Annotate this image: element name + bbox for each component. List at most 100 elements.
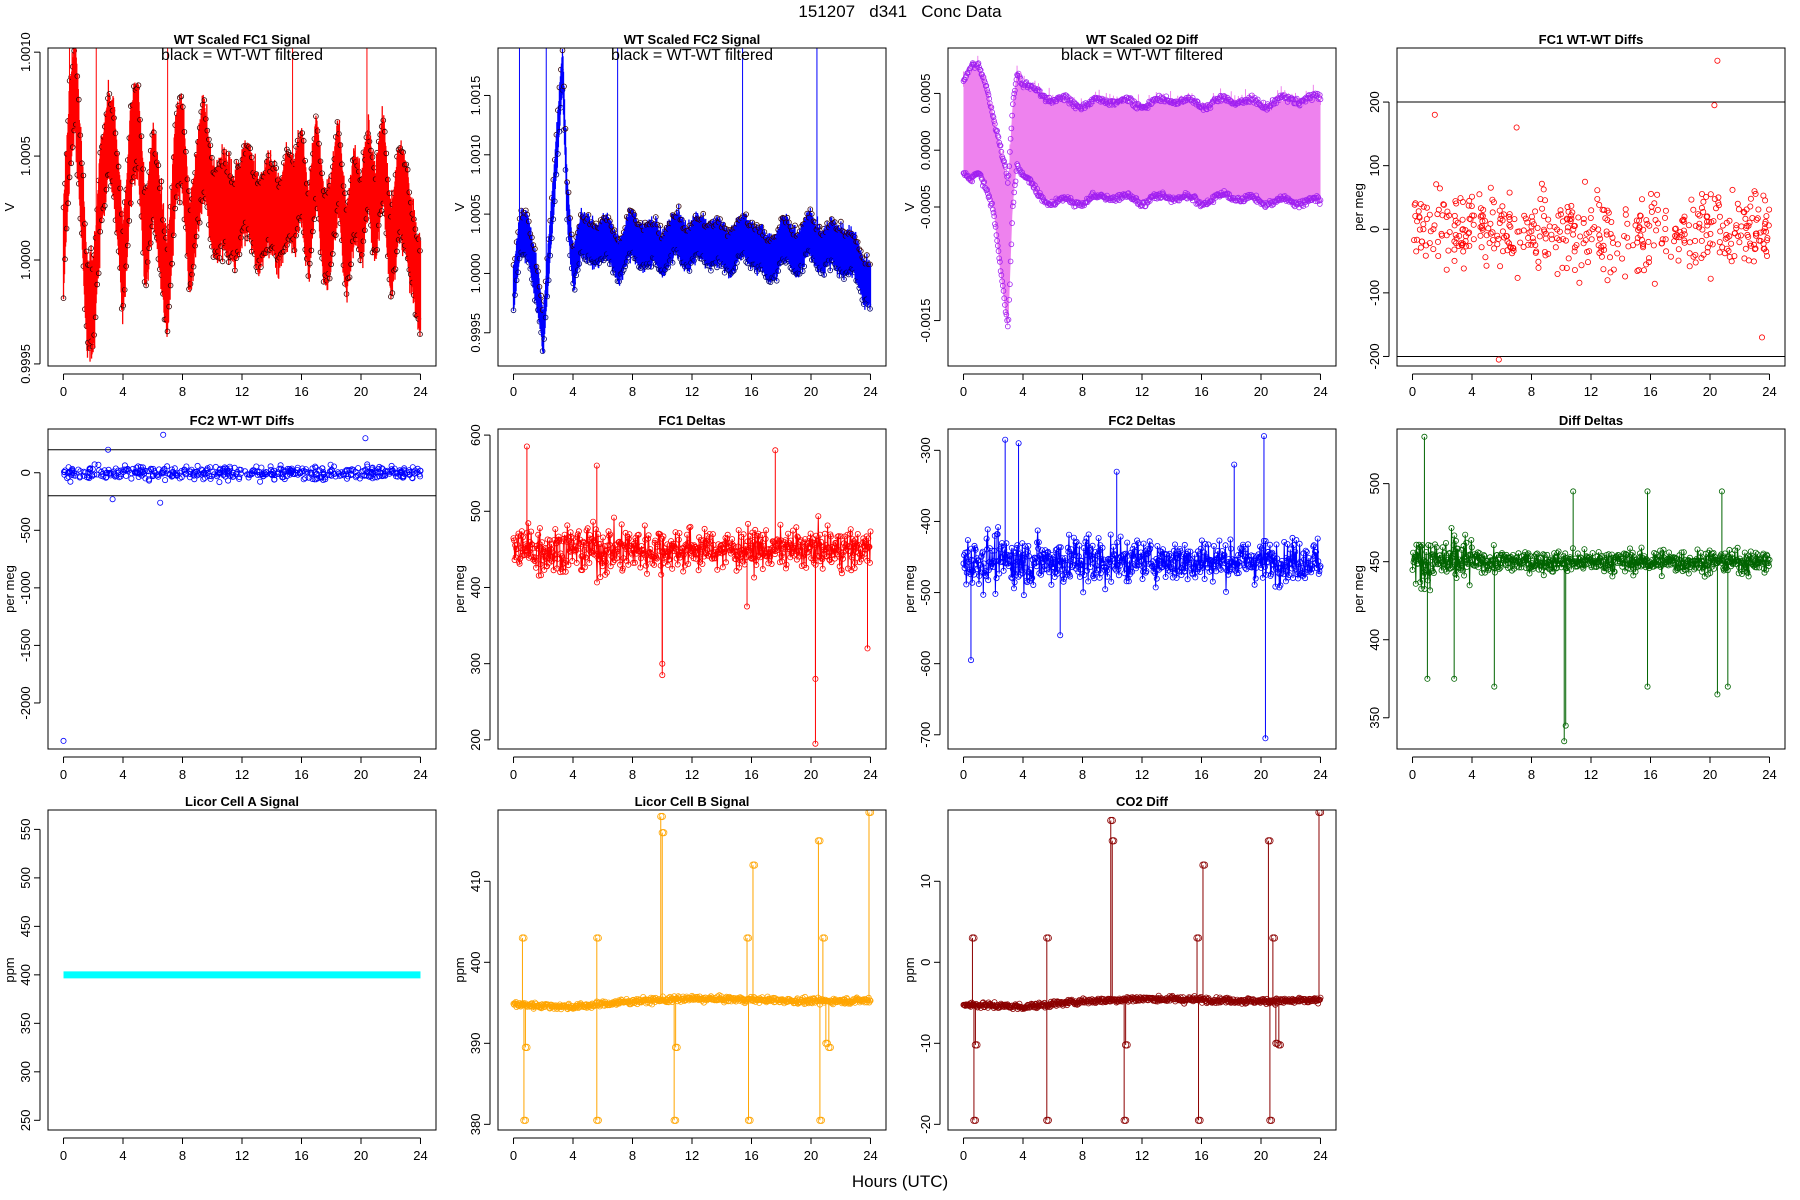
data-point bbox=[1509, 244, 1516, 251]
data-point bbox=[1686, 239, 1693, 246]
filtered-point bbox=[299, 130, 306, 136]
data-point bbox=[409, 469, 416, 476]
x-axis: 0 4 8 12 16 20 24 bbox=[60, 756, 428, 782]
data-point bbox=[518, 532, 525, 539]
data-point bbox=[694, 545, 701, 552]
lower-point bbox=[1037, 190, 1043, 196]
upper-point bbox=[1007, 149, 1013, 155]
data-point bbox=[1652, 216, 1659, 223]
lower-point bbox=[998, 272, 1005, 278]
data-point bbox=[1451, 257, 1458, 264]
data-point bbox=[1728, 240, 1735, 247]
data-point bbox=[1479, 222, 1486, 229]
data-point bbox=[1742, 245, 1749, 252]
data-point bbox=[1738, 223, 1745, 230]
upper-point bbox=[984, 89, 991, 96]
data-point bbox=[1753, 230, 1760, 237]
x-tick-label: 4 bbox=[119, 767, 126, 782]
filtered-point bbox=[66, 174, 73, 181]
data-point bbox=[1671, 238, 1678, 245]
data-point bbox=[720, 546, 727, 553]
upper-point bbox=[997, 142, 1004, 149]
data-point bbox=[1506, 222, 1513, 229]
data-point bbox=[532, 554, 539, 561]
data-point bbox=[1446, 229, 1453, 236]
data-point bbox=[523, 543, 530, 550]
filtered-point bbox=[732, 264, 739, 271]
data-point bbox=[1418, 238, 1425, 245]
data-point bbox=[65, 464, 72, 471]
data-point bbox=[518, 528, 525, 535]
data-point bbox=[376, 463, 383, 470]
data-point bbox=[1460, 265, 1467, 272]
upper-point bbox=[1252, 95, 1258, 101]
data-point bbox=[1698, 237, 1705, 244]
filtered-point bbox=[700, 210, 706, 217]
filtered-point bbox=[358, 252, 365, 258]
lower-point bbox=[983, 187, 990, 194]
data-point bbox=[1614, 250, 1621, 257]
data-point bbox=[1643, 217, 1650, 224]
data-point bbox=[539, 539, 546, 546]
filtered-point bbox=[125, 242, 131, 249]
data-point bbox=[198, 471, 205, 478]
data-point bbox=[1716, 213, 1723, 220]
upper-point bbox=[974, 61, 981, 67]
y-tick-label: -0.0015 bbox=[918, 299, 933, 343]
data-point bbox=[1681, 237, 1688, 244]
lower-point bbox=[994, 243, 1001, 249]
chart-fc2-wtwt: 0 4 8 12 16 20 24 -2000 -1500 -1000 -500 0 per meg FC… bbox=[2, 413, 437, 782]
y-tick-label: -500 bbox=[18, 517, 33, 543]
data-point bbox=[1646, 222, 1653, 229]
data-point bbox=[521, 551, 528, 558]
data-point bbox=[613, 549, 620, 556]
data-point bbox=[630, 559, 637, 566]
data-point bbox=[1465, 202, 1472, 209]
data-point bbox=[1715, 194, 1722, 201]
data-point bbox=[1600, 266, 1607, 273]
data-point bbox=[1453, 200, 1460, 207]
data-point bbox=[1764, 237, 1771, 244]
data-point bbox=[1482, 254, 1489, 261]
data-point bbox=[629, 551, 636, 558]
outlier-point bbox=[1711, 102, 1718, 109]
data-point bbox=[690, 555, 697, 562]
data-point bbox=[730, 549, 737, 556]
lower-point bbox=[1009, 203, 1016, 210]
filtered-point bbox=[841, 276, 847, 283]
data-point bbox=[1622, 211, 1629, 218]
data-point bbox=[1430, 246, 1437, 253]
data-point bbox=[600, 534, 607, 541]
data-point bbox=[1578, 262, 1585, 269]
data-point bbox=[1706, 218, 1713, 225]
data-point bbox=[1528, 241, 1535, 248]
data-point bbox=[1644, 220, 1651, 227]
data-point bbox=[519, 534, 526, 541]
upper-point bbox=[1144, 105, 1151, 111]
data-point bbox=[1604, 277, 1611, 284]
data-point bbox=[1451, 246, 1458, 253]
filtered-point bbox=[675, 203, 682, 210]
data-point bbox=[1477, 205, 1484, 212]
y-tick-label: -200 bbox=[1367, 343, 1382, 369]
upper-point bbox=[990, 114, 997, 121]
data-point bbox=[1557, 211, 1564, 218]
data-point bbox=[1420, 221, 1427, 228]
data-point bbox=[1654, 191, 1661, 198]
data-point bbox=[69, 469, 76, 476]
data-point bbox=[1732, 230, 1739, 237]
data-point bbox=[1485, 225, 1492, 232]
data-point bbox=[302, 475, 309, 482]
x-tick-label: 8 bbox=[629, 384, 636, 399]
data-point bbox=[644, 570, 651, 577]
data-point bbox=[597, 574, 604, 581]
data-point bbox=[707, 537, 714, 544]
filtered-point bbox=[831, 219, 838, 225]
data-point bbox=[724, 531, 731, 538]
data-point bbox=[1545, 250, 1552, 257]
data-point bbox=[1765, 222, 1772, 229]
x-tick-label: 0 bbox=[60, 767, 67, 782]
data-point bbox=[236, 474, 243, 481]
data-point bbox=[1681, 239, 1688, 246]
plot-frame bbox=[1396, 47, 1786, 367]
